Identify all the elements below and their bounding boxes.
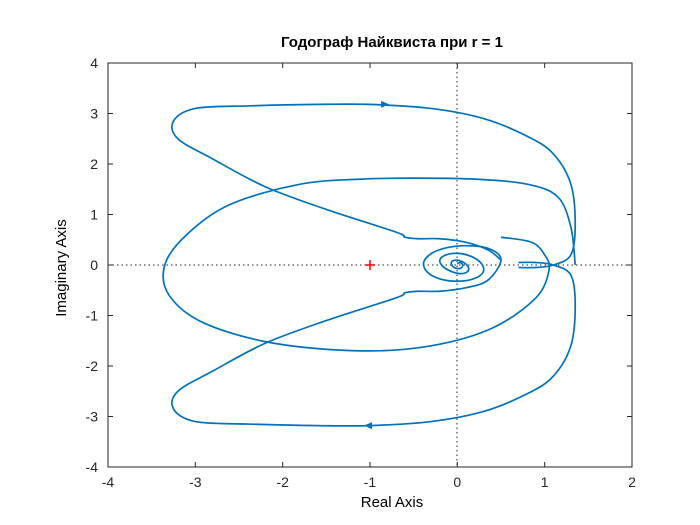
y-tick-label: 4: [90, 55, 98, 71]
x-tick-label: 1: [541, 474, 549, 490]
direction-arrow-right: [381, 100, 390, 108]
y-tick-label: -1: [86, 308, 99, 324]
x-tick-label: -1: [364, 474, 377, 490]
y-tick-label: 3: [90, 106, 98, 122]
y-tick-label: 0: [90, 257, 98, 273]
y-axis-label: Imaginary Axis: [53, 219, 70, 317]
x-tick-label: -2: [276, 474, 289, 490]
x-axis-label: Real Axis: [361, 494, 424, 511]
critical-point-markers: [365, 260, 375, 270]
chart-title: Годограф Найквиста при r = 1: [281, 34, 503, 51]
nyquist-curve-2: [171, 103, 577, 269]
x-tick-label: 0: [453, 474, 461, 490]
y-tick-label: 1: [90, 207, 98, 223]
nyquist-curves: [162, 103, 577, 427]
y-tick-label: 2: [90, 156, 98, 172]
y-tick-label: -4: [86, 459, 99, 475]
x-tick-label: 2: [628, 474, 636, 490]
direction-arrows: [364, 100, 390, 430]
x-tick-label: -4: [102, 474, 115, 490]
y-tick-label: -2: [86, 358, 99, 374]
nyquist-curve-1: [171, 244, 577, 427]
critical-point-marker: [365, 260, 375, 270]
y-axis-ticks: 4 3 2 1 0 -1 -2 -3 -4: [86, 55, 632, 475]
direction-arrow-left: [364, 422, 372, 430]
nyquist-curve-3: [162, 177, 577, 352]
y-tick-label: -3: [86, 409, 99, 425]
x-tick-label: -3: [189, 474, 202, 490]
x-axis-ticks: -4 -3 -2 -1 0 1 2: [102, 63, 636, 490]
